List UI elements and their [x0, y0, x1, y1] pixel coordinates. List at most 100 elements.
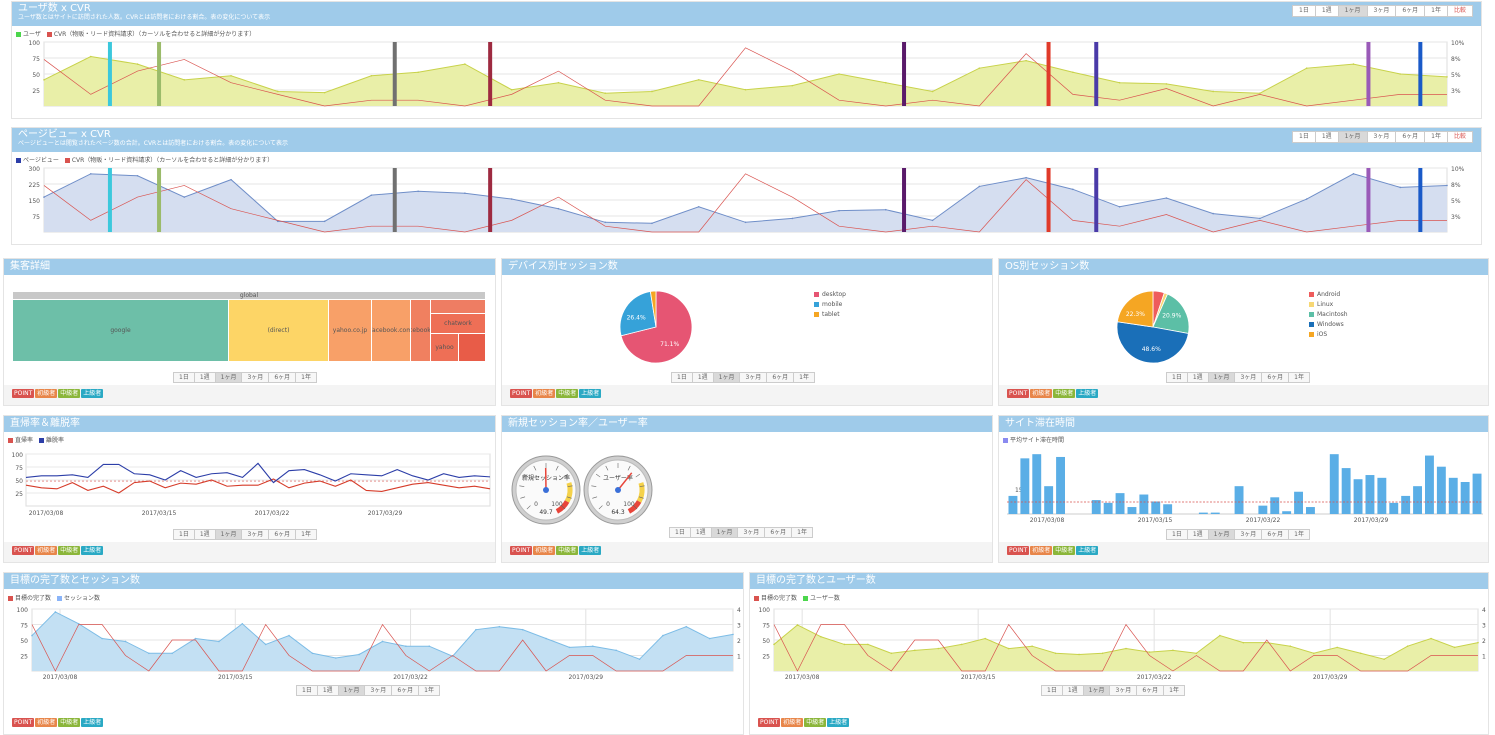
range-tab-day[interactable]: 1日: [1166, 372, 1188, 383]
badge-point[interactable]: POINT: [12, 546, 35, 555]
range-tab-3month[interactable]: 3ヶ月: [1234, 529, 1263, 540]
treemap-small-1[interactable]: [431, 300, 486, 314]
range-tab-day[interactable]: 1日: [1292, 131, 1316, 143]
range-tab-6month[interactable]: 6ヶ月: [764, 527, 793, 538]
range-tab-month[interactable]: 1ヶ月: [214, 372, 243, 383]
range-tab-month[interactable]: 1ヶ月: [712, 372, 741, 383]
badge-beginner[interactable]: 初級者: [35, 546, 58, 555]
badge-advanced[interactable]: 上級者: [1076, 389, 1099, 398]
range-tab-year[interactable]: 1年: [1288, 529, 1310, 540]
range-tab-day[interactable]: 1日: [671, 372, 693, 383]
badge-point[interactable]: POINT: [1007, 389, 1030, 398]
range-tab-week[interactable]: 1週: [193, 372, 216, 383]
range-tab-compare[interactable]: 比較: [1446, 131, 1473, 143]
range-tab-year[interactable]: 1年: [1163, 685, 1185, 696]
badge-point[interactable]: POINT: [510, 546, 533, 555]
badge-advanced[interactable]: 上級者: [579, 546, 602, 555]
range-tab-3month[interactable]: 3ヶ月: [1109, 685, 1138, 696]
badge-point[interactable]: POINT: [510, 389, 533, 398]
badge-advanced[interactable]: 上級者: [81, 546, 104, 555]
range-tab-3month[interactable]: 3ヶ月: [737, 527, 766, 538]
badge-intermediate[interactable]: 中級者: [1053, 389, 1076, 398]
treemap-m-facebook[interactable]: m.facebook.com: [411, 300, 431, 362]
range-tab-6month[interactable]: 6ヶ月: [268, 372, 297, 383]
badge-point[interactable]: POINT: [758, 718, 781, 727]
range-tab-month[interactable]: 1ヶ月: [1207, 529, 1236, 540]
badge-beginner[interactable]: 初級者: [35, 389, 58, 398]
range-tab-month[interactable]: 1ヶ月: [1207, 372, 1236, 383]
badge-beginner[interactable]: 初級者: [781, 718, 804, 727]
range-tab-week[interactable]: 1週: [193, 529, 216, 540]
range-tab-month[interactable]: 1ヶ月: [1082, 685, 1111, 696]
range-tab-6month[interactable]: 6ヶ月: [766, 372, 795, 383]
range-tab-3month[interactable]: 3ヶ月: [241, 529, 270, 540]
range-tab-day[interactable]: 1日: [1292, 5, 1316, 17]
range-tab-6month[interactable]: 6ヶ月: [1395, 131, 1426, 143]
badge-intermediate[interactable]: 中級者: [58, 718, 81, 727]
treemap-google[interactable]: google: [13, 300, 229, 362]
range-tab-month[interactable]: 1ヶ月: [1337, 131, 1368, 143]
range-tab-month[interactable]: 1ヶ月: [337, 685, 366, 696]
badge-beginner[interactable]: 初級者: [1030, 546, 1053, 555]
range-tab-week[interactable]: 1週: [316, 685, 339, 696]
range-tab-year[interactable]: 1年: [791, 527, 813, 538]
badge-point[interactable]: POINT: [1007, 546, 1030, 555]
range-tab-week[interactable]: 1週: [1186, 529, 1209, 540]
range-tab-week[interactable]: 1週: [1061, 685, 1084, 696]
badge-beginner[interactable]: 初級者: [1030, 389, 1053, 398]
range-tab-3month[interactable]: 3ヶ月: [364, 685, 393, 696]
range-tab-6month[interactable]: 6ヶ月: [1261, 372, 1290, 383]
badge-intermediate[interactable]: 中級者: [804, 718, 827, 727]
badge-advanced[interactable]: 上級者: [81, 718, 104, 727]
range-tab-year[interactable]: 1年: [295, 529, 317, 540]
badge-intermediate[interactable]: 中級者: [556, 389, 579, 398]
treemap-direct[interactable]: (direct): [229, 300, 329, 362]
range-tab-year[interactable]: 1年: [418, 685, 440, 696]
treemap-root[interactable]: global: [13, 292, 486, 300]
range-tab-month[interactable]: 1ヶ月: [214, 529, 243, 540]
range-tab-month[interactable]: 1ヶ月: [1337, 5, 1368, 17]
range-tab-day[interactable]: 1日: [173, 372, 195, 383]
range-tab-week[interactable]: 1週: [1186, 372, 1209, 383]
range-tab-year[interactable]: 1年: [1424, 131, 1448, 143]
badge-intermediate[interactable]: 中級者: [58, 546, 81, 555]
range-tab-year[interactable]: 1年: [295, 372, 317, 383]
badge-advanced[interactable]: 上級者: [81, 389, 104, 398]
range-tab-day[interactable]: 1日: [669, 527, 691, 538]
badge-intermediate[interactable]: 中級者: [556, 546, 579, 555]
range-tab-compare[interactable]: 比較: [1446, 5, 1473, 17]
range-tab-6month[interactable]: 6ヶ月: [1395, 5, 1426, 17]
range-tab-week[interactable]: 1週: [1314, 5, 1339, 17]
range-tab-6month[interactable]: 6ヶ月: [1136, 685, 1165, 696]
treemap-small-2[interactable]: [459, 334, 486, 362]
treemap-chatwork[interactable]: chatwork: [431, 314, 486, 334]
badge-advanced[interactable]: 上級者: [579, 389, 602, 398]
range-tab-year[interactable]: 1年: [1288, 372, 1310, 383]
badge-point[interactable]: POINT: [12, 389, 35, 398]
badge-intermediate[interactable]: 中級者: [58, 389, 81, 398]
range-tab-week[interactable]: 1週: [689, 527, 712, 538]
range-tab-3month[interactable]: 3ヶ月: [1366, 131, 1397, 143]
badge-point[interactable]: POINT: [12, 718, 35, 727]
badge-advanced[interactable]: 上級者: [827, 718, 850, 727]
badge-beginner[interactable]: 初級者: [35, 718, 58, 727]
range-tab-6month[interactable]: 6ヶ月: [1261, 529, 1290, 540]
range-tab-day[interactable]: 1日: [1166, 529, 1188, 540]
treemap-facebook[interactable]: facebook.com: [372, 300, 411, 362]
range-tab-week[interactable]: 1週: [691, 372, 714, 383]
range-tab-6month[interactable]: 6ヶ月: [391, 685, 420, 696]
range-tab-3month[interactable]: 3ヶ月: [1366, 5, 1397, 17]
range-tab-3month[interactable]: 3ヶ月: [739, 372, 768, 383]
badge-advanced[interactable]: 上級者: [1076, 546, 1099, 555]
range-tab-day[interactable]: 1日: [296, 685, 318, 696]
range-tab-month[interactable]: 1ヶ月: [710, 527, 739, 538]
treemap-yahoo-co-jp[interactable]: yahoo.co.jp: [329, 300, 372, 362]
badge-beginner[interactable]: 初級者: [533, 546, 556, 555]
range-tab-day[interactable]: 1日: [173, 529, 195, 540]
range-tab-3month[interactable]: 3ヶ月: [241, 372, 270, 383]
range-tab-6month[interactable]: 6ヶ月: [268, 529, 297, 540]
range-tab-week[interactable]: 1週: [1314, 131, 1339, 143]
range-tab-year[interactable]: 1年: [793, 372, 815, 383]
range-tab-day[interactable]: 1日: [1041, 685, 1063, 696]
treemap-yahoo[interactable]: yahoo: [431, 334, 459, 362]
